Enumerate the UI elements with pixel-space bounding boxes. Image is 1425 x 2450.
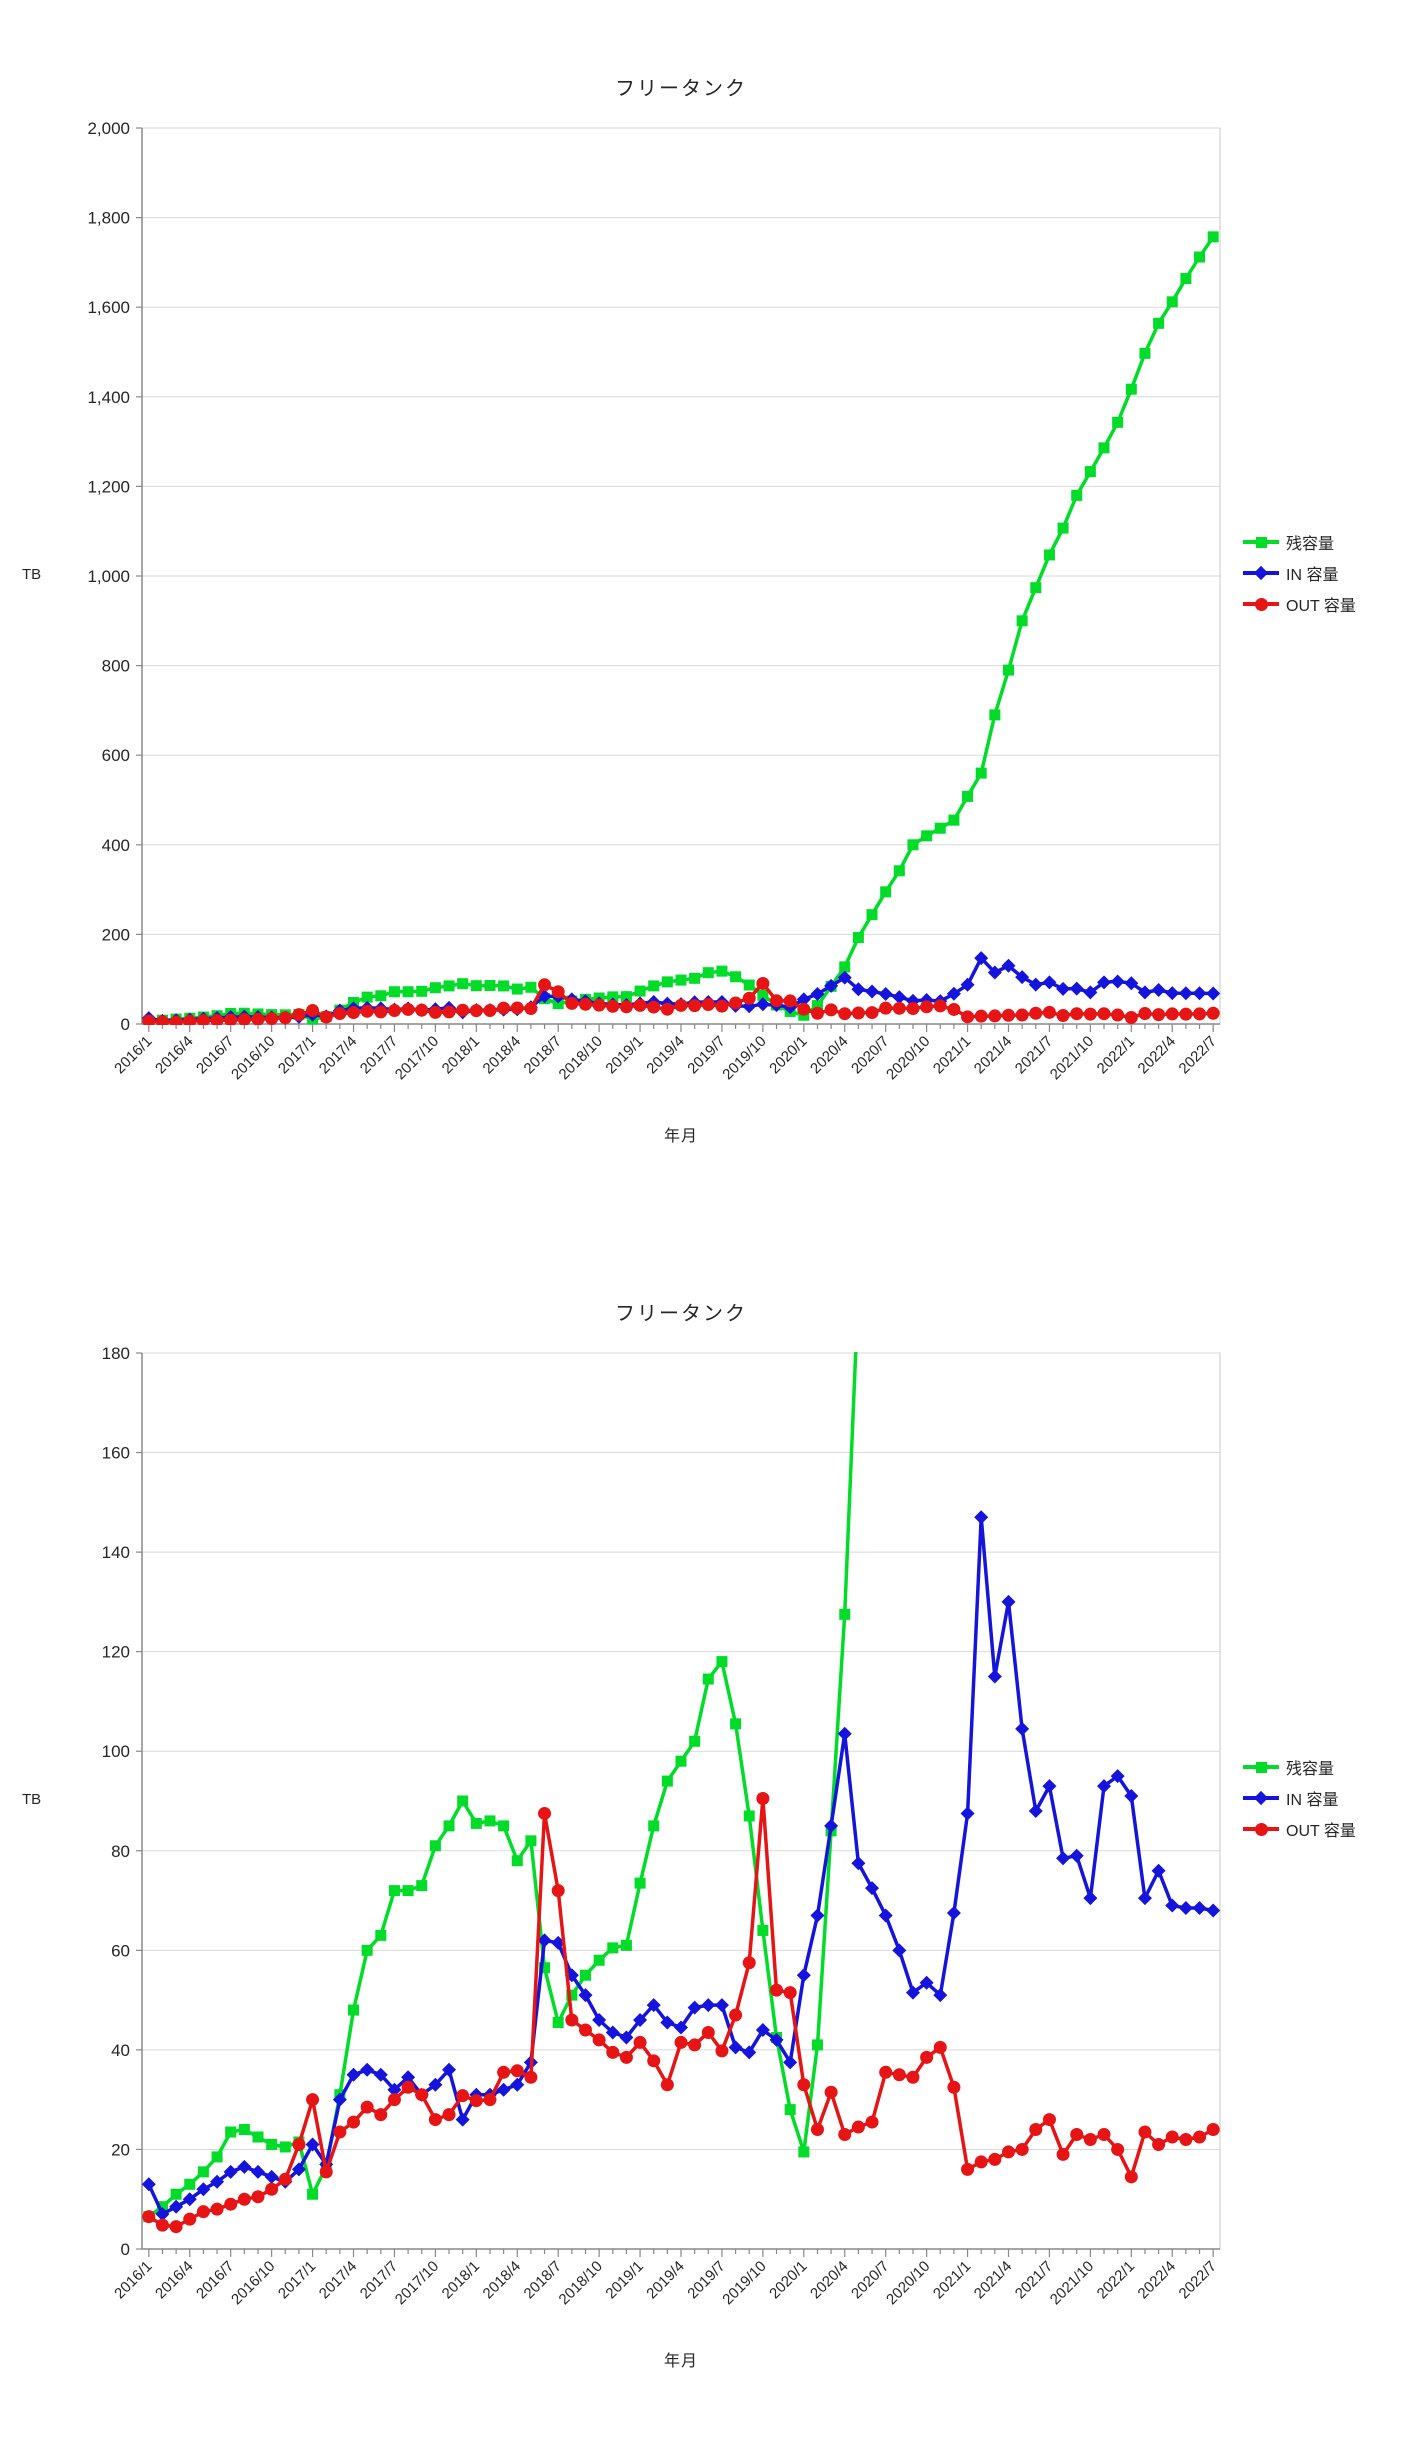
svg-text:160: 160 bbox=[102, 1444, 130, 1463]
svg-text:800: 800 bbox=[102, 657, 130, 676]
circle-marker-icon bbox=[1243, 1821, 1279, 1837]
legend-item-out: OUT 容量 bbox=[1243, 592, 1356, 616]
svg-text:2021/4: 2021/4 bbox=[971, 1033, 1015, 1077]
svg-text:1,200: 1,200 bbox=[87, 477, 130, 496]
svg-text:2020/4: 2020/4 bbox=[807, 1033, 851, 1077]
svg-text:2016/4: 2016/4 bbox=[152, 2258, 196, 2302]
y-axis-unit-label: TB bbox=[22, 1791, 42, 1808]
svg-text:2019/1: 2019/1 bbox=[602, 1033, 646, 1077]
svg-text:1,600: 1,600 bbox=[87, 298, 130, 317]
svg-text:0: 0 bbox=[121, 1015, 130, 1034]
square-marker-icon bbox=[1243, 1759, 1279, 1775]
svg-text:2020/1: 2020/1 bbox=[766, 2258, 810, 2302]
svg-text:2018/4: 2018/4 bbox=[480, 2258, 524, 2302]
legend-item-in: IN 容量 bbox=[1243, 561, 1356, 585]
svg-text:2022/7: 2022/7 bbox=[1176, 2258, 1220, 2302]
svg-text:2021/1: 2021/1 bbox=[930, 2258, 974, 2302]
svg-text:2017/1: 2017/1 bbox=[275, 1033, 319, 1077]
svg-text:2019/1: 2019/1 bbox=[602, 2258, 646, 2302]
svg-text:2018/1: 2018/1 bbox=[439, 2258, 483, 2302]
svg-text:2019/10: 2019/10 bbox=[719, 2258, 769, 2308]
svg-text:2020/1: 2020/1 bbox=[766, 1033, 810, 1077]
svg-text:2021/10: 2021/10 bbox=[1047, 2258, 1097, 2308]
svg-text:2022/1: 2022/1 bbox=[1094, 1033, 1138, 1077]
svg-text:180: 180 bbox=[102, 1344, 130, 1363]
circle-marker-icon bbox=[1243, 596, 1279, 612]
y-axis-unit-label: TB bbox=[22, 566, 42, 583]
svg-text:600: 600 bbox=[102, 746, 130, 765]
svg-text:2017/10: 2017/10 bbox=[392, 2258, 442, 2308]
svg-text:1,400: 1,400 bbox=[87, 388, 130, 407]
legend-label: IN 容量 bbox=[1286, 567, 1339, 584]
svg-text:1,800: 1,800 bbox=[87, 209, 130, 228]
svg-text:2017/4: 2017/4 bbox=[316, 1033, 360, 1077]
svg-text:2016/1: 2016/1 bbox=[111, 2258, 155, 2302]
svg-text:2021/10: 2021/10 bbox=[1047, 1033, 1097, 1083]
svg-text:2022/1: 2022/1 bbox=[1094, 2258, 1138, 2302]
svg-text:2019/10: 2019/10 bbox=[719, 1033, 769, 1083]
svg-text:2018/10: 2018/10 bbox=[556, 2258, 606, 2308]
svg-text:2017/1: 2017/1 bbox=[275, 2258, 319, 2302]
legend-item-in: IN 容量 bbox=[1243, 1786, 1356, 1810]
free-tank-chart-top: フリータンク TB 0 200 400 600 800 1,000 1,200 1,400 1,… bbox=[22, 78, 1356, 1145]
svg-text:20: 20 bbox=[111, 2140, 130, 2159]
legend-label: 残容量 bbox=[1286, 1761, 1335, 1778]
chart-title: フリータンク bbox=[615, 1303, 747, 1325]
chart-plot-svg: 0 200 400 600 800 1,000 1,200 1,400 1,600 1,800 2,… bbox=[87, 119, 1221, 1083]
svg-text:2022/4: 2022/4 bbox=[1135, 2258, 1179, 2302]
legend-label: OUT 容量 bbox=[1286, 598, 1356, 615]
legend-label: OUT 容量 bbox=[1286, 1823, 1356, 1840]
svg-text:0: 0 bbox=[121, 2240, 130, 2259]
diamond-marker-icon bbox=[1243, 1790, 1279, 1806]
svg-text:200: 200 bbox=[102, 925, 130, 944]
svg-text:2,000: 2,000 bbox=[87, 119, 130, 138]
svg-text:80: 80 bbox=[111, 1842, 130, 1861]
svg-text:2022/7: 2022/7 bbox=[1176, 1033, 1220, 1077]
svg-text:100: 100 bbox=[102, 1742, 130, 1761]
svg-text:2020/4: 2020/4 bbox=[807, 2258, 851, 2302]
svg-text:2016/10: 2016/10 bbox=[228, 1033, 278, 1083]
svg-text:2016/1: 2016/1 bbox=[111, 1033, 155, 1077]
legend-label: IN 容量 bbox=[1286, 1792, 1339, 1809]
svg-text:2022/4: 2022/4 bbox=[1135, 1033, 1179, 1077]
diamond-marker-icon bbox=[1243, 565, 1279, 581]
x-axis-label: 年月 bbox=[663, 1128, 698, 1145]
svg-text:2017/4: 2017/4 bbox=[316, 2258, 360, 2302]
svg-text:2021/1: 2021/1 bbox=[930, 1033, 974, 1077]
legend-item-zanyoryo: 残容量 bbox=[1243, 1755, 1356, 1779]
svg-text:2018/4: 2018/4 bbox=[480, 1033, 524, 1077]
svg-text:2016/10: 2016/10 bbox=[228, 2258, 278, 2308]
svg-text:400: 400 bbox=[102, 836, 130, 855]
legend-item-zanyoryo: 残容量 bbox=[1243, 530, 1356, 554]
legend-label: 残容量 bbox=[1286, 536, 1335, 553]
chart-title: フリータンク bbox=[615, 78, 747, 100]
svg-text:140: 140 bbox=[102, 1543, 130, 1562]
svg-text:2020/10: 2020/10 bbox=[883, 1033, 933, 1083]
svg-text:2019/4: 2019/4 bbox=[643, 2258, 687, 2302]
svg-text:2018/10: 2018/10 bbox=[556, 1033, 606, 1083]
legend: 残容量 IN 容量 OUT 容量 bbox=[1243, 1755, 1356, 1841]
svg-text:2018/1: 2018/1 bbox=[439, 1033, 483, 1077]
svg-text:2017/10: 2017/10 bbox=[392, 1033, 442, 1083]
svg-text:2019/4: 2019/4 bbox=[643, 1033, 687, 1077]
svg-text:40: 40 bbox=[111, 2041, 130, 2060]
square-marker-icon bbox=[1243, 534, 1279, 550]
legend-item-out: OUT 容量 bbox=[1243, 1817, 1356, 1841]
svg-text:2016/4: 2016/4 bbox=[152, 1033, 196, 1077]
svg-text:60: 60 bbox=[111, 1941, 130, 1960]
svg-text:120: 120 bbox=[102, 1643, 130, 1662]
svg-text:2021/4: 2021/4 bbox=[971, 2258, 1015, 2302]
free-tank-chart-bottom: フリータンク TB 0 20 40 60 80 100 120 140 160 180 2016/1… bbox=[0, 1225, 1425, 2450]
legend: 残容量 IN 容量 OUT 容量 bbox=[1243, 530, 1356, 616]
svg-text:2020/10: 2020/10 bbox=[883, 2258, 933, 2308]
x-axis-label: 年月 bbox=[663, 2353, 698, 2370]
svg-text:1,000: 1,000 bbox=[87, 567, 130, 586]
